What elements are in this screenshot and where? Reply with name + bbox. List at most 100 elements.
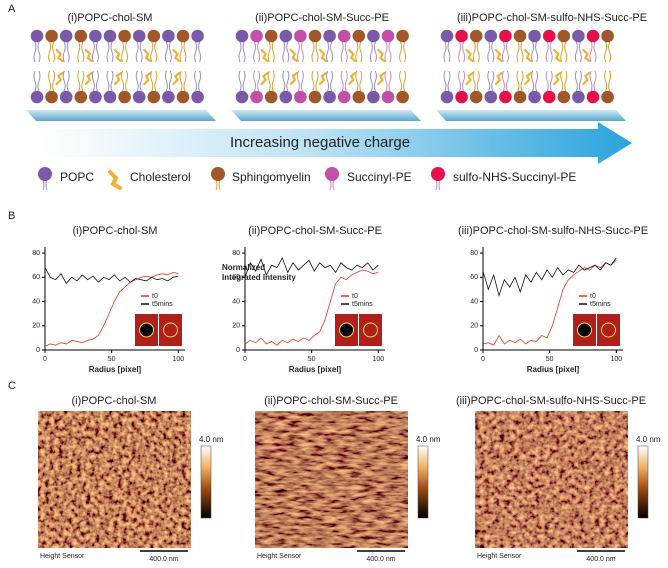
lipid-head (484, 29, 498, 43)
lipid-head (381, 29, 395, 43)
lipid-head (337, 90, 351, 104)
membrane-title: (ii)POPC-chol-SM-Succ-PE (255, 12, 389, 24)
lipid-head (586, 29, 600, 43)
x-axis-label: Radius [pixel] (289, 365, 342, 374)
lipid-tail (340, 70, 344, 92)
lipid-tail (125, 41, 129, 63)
lipid-tail (369, 41, 373, 63)
lipid-head (264, 29, 278, 43)
lipid-tail (66, 70, 70, 92)
sensor-label: Height Sensor (257, 553, 302, 560)
cholesterol (523, 48, 533, 63)
lipid-head (352, 90, 366, 104)
lipid-tail (476, 41, 480, 63)
lipid-tail (106, 41, 110, 63)
legend-label: t0 (152, 293, 158, 300)
lipid-tail (531, 41, 535, 63)
lipid-head (162, 90, 175, 104)
colorbar (200, 445, 212, 519)
lipid-tail (344, 70, 348, 92)
lipid-tail (121, 70, 125, 92)
cholesterol (260, 71, 269, 86)
y-tick-label: 40 (232, 298, 240, 305)
lipid-head (191, 29, 204, 43)
lipid-tail (77, 70, 81, 92)
lipid-tail (344, 41, 348, 63)
lipid-tail (267, 41, 271, 63)
cholesterol (523, 71, 533, 86)
lipid-tail (549, 41, 553, 63)
lipid-head (59, 90, 73, 104)
lipid-head (396, 90, 409, 104)
lipid-tail (535, 70, 539, 92)
lipid-tail (520, 70, 524, 92)
inset-t5 (601, 322, 616, 338)
cholesterol (55, 71, 64, 86)
membrane-title: (iii)POPC-chol-SM-sulfo-NHS-Succ-PE (457, 12, 647, 24)
lipid-tail (340, 41, 344, 63)
lipid-head (191, 90, 204, 104)
lipid-head (367, 29, 380, 43)
lipid-tail (373, 41, 377, 63)
lipid-tail (315, 41, 319, 63)
lipid-head (542, 90, 556, 104)
lipid-head (542, 29, 556, 43)
lipid-tail (564, 41, 568, 63)
lipid-tail (491, 41, 495, 63)
lipid-tail (282, 70, 286, 92)
y-tick-label: 60 (470, 274, 478, 281)
y-tick-label: 80 (232, 250, 240, 257)
cholesterol (494, 48, 503, 63)
lipid-tail (373, 70, 377, 92)
lipid-tail (501, 41, 505, 63)
lipid-tail (458, 41, 462, 63)
lipid-tail (253, 41, 257, 63)
legend-icon (325, 167, 339, 181)
lipid-head (118, 90, 131, 104)
afm-image (475, 411, 628, 548)
lipid-head (279, 90, 293, 104)
cholesterol (172, 48, 181, 63)
legend-icon (211, 167, 225, 181)
lipid-head (264, 90, 278, 104)
cholesterol (113, 71, 123, 86)
lipid-tail (179, 41, 183, 63)
colorbar-label: 4.0 nm (199, 435, 224, 444)
lipid-tail (139, 41, 143, 63)
lipid-tail (183, 41, 187, 63)
inset-t0 (139, 322, 154, 338)
legend-label: t5mins (152, 301, 173, 308)
lipid-tail (121, 41, 125, 63)
cholesterol (348, 48, 357, 63)
x-axis-label: Radius [pixel] (527, 365, 580, 374)
lipid-tail (198, 41, 202, 63)
lipid-tail (578, 70, 582, 92)
lipid-tail (62, 41, 66, 63)
lipid-tail (355, 41, 359, 63)
lipid-head (294, 29, 307, 43)
lipid-tail (326, 70, 330, 92)
scale-label: 400.0 nm (586, 556, 615, 563)
image-title: (ii)POPC-chol-SM-Succ-PE (264, 395, 398, 407)
y-axis-label: Normalized Integrated Intensity (222, 263, 296, 282)
cholesterol (465, 71, 474, 86)
lipid-head (572, 29, 585, 43)
lipid-head (30, 90, 44, 104)
lipid-tail (125, 70, 129, 92)
lipid-head (250, 29, 263, 43)
lipid-tail (472, 70, 476, 92)
lipid-tail (388, 70, 392, 92)
membrane-title: (i)POPC-chol-SM (68, 12, 153, 24)
chart-title: (ii)POPC-chol-SM-Succ-PE (248, 225, 382, 237)
cholesterol (84, 71, 93, 86)
lipid-tail (52, 70, 56, 92)
legend-label: t5mins (352, 301, 373, 308)
cholesterol (348, 71, 357, 86)
lipid-tail (66, 41, 70, 63)
cholesterol (143, 71, 152, 86)
lipid-tail (311, 41, 315, 63)
lipid-tail (150, 70, 154, 92)
lipid-tail (91, 70, 95, 92)
support-slab (26, 110, 216, 121)
lipid-tail (238, 41, 242, 63)
